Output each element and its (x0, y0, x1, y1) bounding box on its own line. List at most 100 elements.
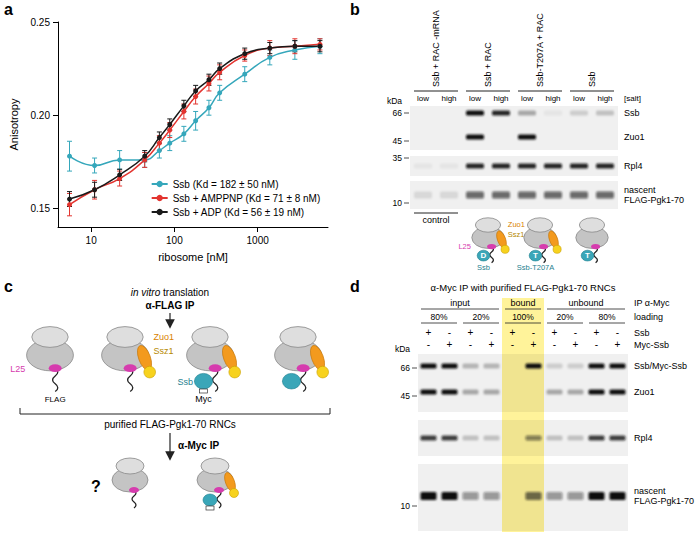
svg-text:+: + (468, 327, 474, 338)
svg-text:45: 45 (393, 136, 403, 146)
svg-text:high: high (493, 94, 508, 103)
svg-text:100%: 100% (512, 312, 534, 322)
svg-text:+: + (552, 327, 558, 338)
svg-text:D: D (481, 251, 487, 260)
svg-text:+: + (531, 339, 537, 350)
svg-text:Ssb + ADP (Kd = 56 ± 19 nM): Ssb + ADP (Kd = 56 ± 19 nM) (173, 207, 304, 218)
svg-text:-: - (553, 339, 556, 350)
svg-text:0.25: 0.25 (31, 17, 51, 28)
svg-text:Ssb: Ssb (477, 263, 490, 272)
svg-text:-: - (511, 339, 514, 350)
svg-text:low: low (573, 94, 585, 103)
svg-text:-: - (616, 327, 619, 338)
svg-text:Ssb: Ssb (587, 71, 597, 87)
svg-text:Ssb: Ssb (624, 108, 640, 118)
svg-text:+: + (489, 339, 495, 350)
svg-text:FLAG-Pgk1-70: FLAG-Pgk1-70 (624, 195, 684, 205)
svg-text:Ssb-T207A: Ssb-T207A (517, 263, 555, 272)
svg-text:in vitro translation: in vitro translation (131, 287, 209, 298)
svg-text:20%: 20% (556, 312, 573, 322)
svg-text:-: - (427, 339, 430, 350)
svg-text:80%: 80% (598, 312, 615, 322)
svg-text:c: c (4, 278, 13, 295)
svg-text:Zuo1: Zuo1 (624, 132, 645, 142)
svg-text:FLAG-Pgk1-70: FLAG-Pgk1-70 (634, 496, 694, 506)
svg-text:45: 45 (401, 391, 411, 401)
svg-text:high: high (597, 94, 612, 103)
svg-text:100: 100 (166, 235, 183, 246)
svg-text:-: - (490, 327, 493, 338)
svg-text:high: high (545, 94, 560, 103)
svg-text:control: control (422, 215, 449, 225)
svg-text:Anisotropy: Anisotropy (8, 98, 20, 150)
svg-text:L25: L25 (458, 242, 471, 251)
svg-text:kDa: kDa (387, 96, 402, 106)
svg-text:Ssb (Kd = 182 ± 50 nM): Ssb (Kd = 182 ± 50 nM) (173, 179, 279, 190)
svg-text:+: + (426, 327, 432, 338)
svg-text:10: 10 (401, 501, 411, 511)
svg-text:+: + (510, 327, 516, 338)
svg-text:Ssb-T207A + RAC: Ssb-T207A + RAC (535, 13, 545, 87)
svg-text:input: input (450, 298, 470, 308)
svg-text:0.20: 0.20 (31, 110, 51, 121)
svg-text:Myc: Myc (195, 394, 212, 404)
svg-text:-: - (448, 327, 451, 338)
svg-text:unbound: unbound (568, 298, 603, 308)
svg-text:80%: 80% (430, 312, 447, 322)
svg-text:Ssb + AMPPNP (Kd = 71 ± 8 nM): Ssb + AMPPNP (Kd = 71 ± 8 nM) (173, 193, 321, 204)
svg-text:α-Myc IP with purified FLAG-Pg: α-Myc IP with purified FLAG-Pgk1-70 RNCs (431, 282, 616, 293)
svg-text:FLAG: FLAG (45, 395, 66, 404)
svg-text:35: 35 (393, 153, 403, 163)
svg-text:bound: bound (510, 298, 535, 308)
svg-text:10: 10 (86, 235, 98, 246)
svg-text:T: T (585, 251, 590, 260)
svg-text:Ssb: Ssb (634, 328, 650, 338)
svg-text:high: high (441, 94, 456, 103)
svg-text:Rpl4: Rpl4 (634, 433, 653, 443)
svg-text:low: low (417, 94, 429, 103)
svg-text:10: 10 (393, 198, 403, 208)
svg-text:Zuo1: Zuo1 (508, 220, 525, 229)
svg-text:-: - (595, 339, 598, 350)
svg-text:T: T (533, 251, 538, 260)
svg-text:Ssb/Myc-Ssb: Ssb/Myc-Ssb (634, 361, 687, 371)
svg-text:Myc-Ssb: Myc-Ssb (634, 340, 669, 350)
svg-text:low: low (469, 94, 481, 103)
svg-text:loading: loading (634, 312, 663, 322)
svg-text:+: + (447, 339, 453, 350)
svg-text:?: ? (91, 478, 101, 495)
svg-text:ribosome [nM]: ribosome [nM] (158, 251, 228, 263)
svg-text:b: b (350, 1, 360, 18)
svg-text:+: + (573, 339, 579, 350)
svg-text:+: + (615, 339, 621, 350)
svg-text:purified FLAG-Pgk1-70 RNCs: purified FLAG-Pgk1-70 RNCs (104, 419, 236, 430)
svg-text:-: - (532, 327, 535, 338)
svg-text:20%: 20% (472, 312, 489, 322)
svg-text:Zuo1: Zuo1 (154, 332, 175, 342)
svg-text:L25: L25 (10, 364, 25, 374)
svg-text:nascent: nascent (624, 185, 656, 195)
svg-text:-: - (469, 339, 472, 350)
svg-text:α-FLAG IP: α-FLAG IP (146, 300, 195, 311)
svg-text:66: 66 (401, 363, 411, 373)
svg-text:IP α-Myc: IP α-Myc (634, 298, 670, 308)
svg-text:[salt]: [salt] (624, 94, 641, 103)
svg-text:Ssb + RAC: Ssb + RAC (483, 42, 493, 87)
svg-text:d: d (350, 278, 360, 295)
svg-text:66: 66 (393, 108, 403, 118)
svg-text:1000: 1000 (247, 235, 270, 246)
svg-text:Ssb: Ssb (178, 377, 194, 387)
svg-text:Zuo1: Zuo1 (634, 387, 655, 397)
svg-text:kDa: kDa (395, 344, 410, 354)
svg-text:a: a (4, 1, 13, 18)
svg-text:+: + (594, 327, 600, 338)
svg-text:low: low (521, 94, 533, 103)
svg-text:0.15: 0.15 (31, 203, 51, 214)
svg-text:Ssz1: Ssz1 (508, 230, 525, 239)
svg-text:α-Myc IP: α-Myc IP (178, 440, 219, 451)
svg-text:Ssz1: Ssz1 (154, 346, 174, 356)
svg-text:nascent: nascent (634, 486, 666, 496)
svg-text:-: - (574, 327, 577, 338)
svg-text:Ssb + RAC -mRNA: Ssb + RAC -mRNA (431, 10, 441, 87)
svg-text:Rpl4: Rpl4 (624, 161, 643, 171)
